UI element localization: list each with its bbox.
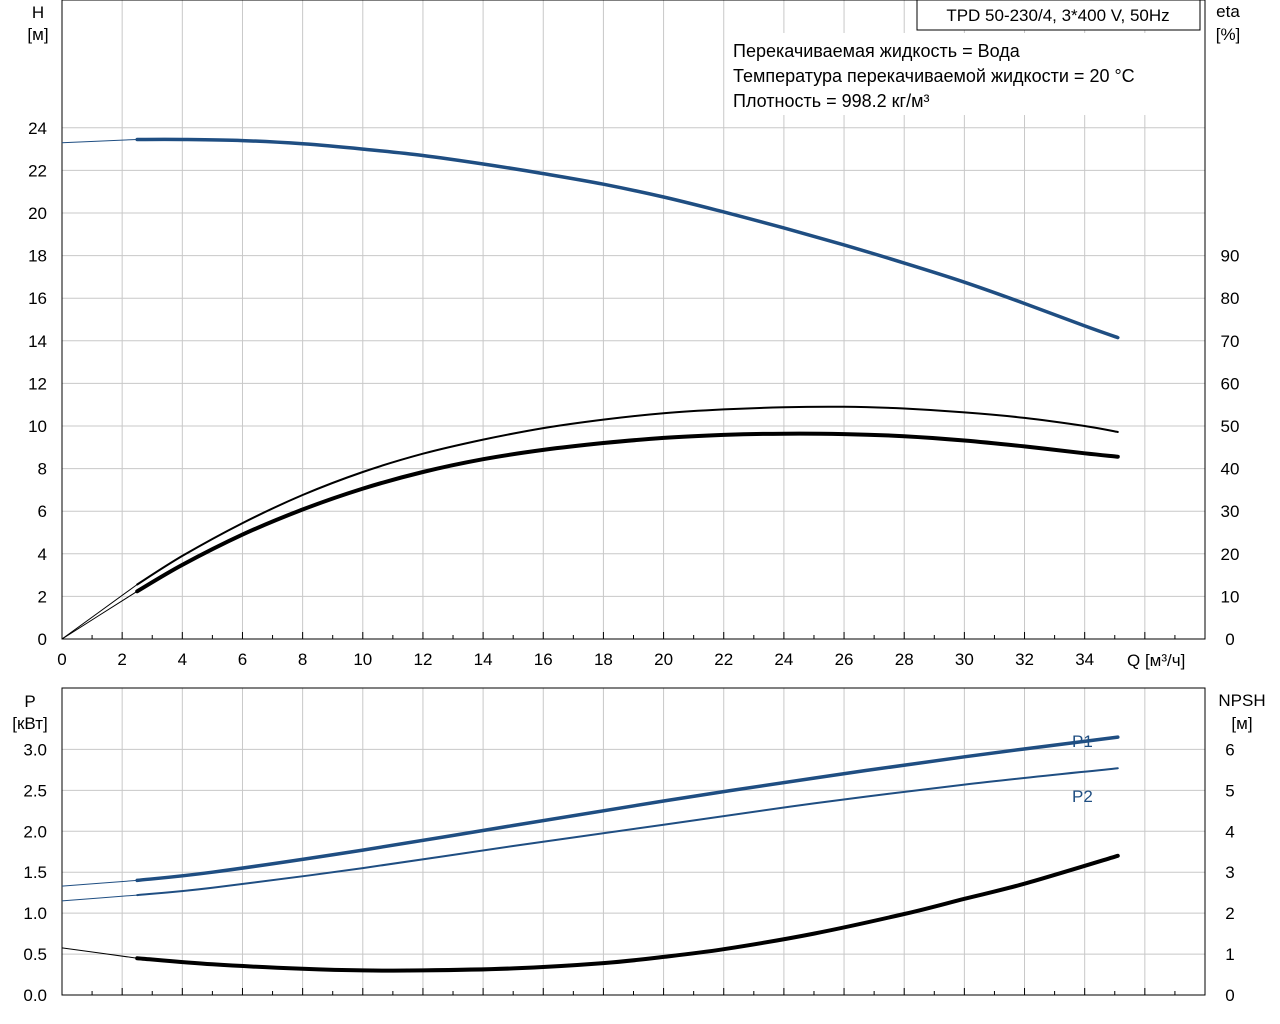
top-y2-tick-label: 70 — [1221, 332, 1240, 351]
top-series-0-curve-extension — [61, 139, 138, 144]
x-tick-label: 4 — [178, 650, 187, 669]
x-tick-label: 30 — [955, 650, 974, 669]
top-y-tick-label: 10 — [28, 417, 47, 436]
bottom-y2-tick-label: 2 — [1225, 904, 1234, 923]
top-y2-tick-label: 40 — [1221, 460, 1240, 479]
x-tick-label: 2 — [117, 650, 126, 669]
p2-curve — [136, 767, 1119, 897]
top-series-2-curve — [135, 431, 1120, 594]
x-tick-label: 28 — [895, 650, 914, 669]
bottom-y2-tick-label: 4 — [1225, 822, 1234, 841]
top-series-1-curve — [136, 405, 1119, 586]
x-tick-label: 20 — [654, 650, 673, 669]
top-y2-tick-label: 10 — [1221, 587, 1240, 606]
p1-curve — [135, 735, 1120, 883]
top-series-1-curve-extension — [61, 584, 138, 640]
x-tick-label: 32 — [1015, 650, 1034, 669]
top-chart-series — [61, 137, 1120, 640]
x-axis-label: Q [м³/ч] — [1127, 651, 1185, 670]
top-y-axis-label-symbol: H — [32, 3, 44, 22]
top-series-0-curve — [135, 137, 1120, 340]
top-y-tick-label: 0 — [38, 630, 47, 649]
p2-curve-extension — [61, 894, 138, 902]
bottom-y-tick-label: 3.0 — [23, 740, 47, 759]
bottom-y-axis-label-unit: [кВт] — [12, 714, 47, 733]
x-tick-label: 26 — [835, 650, 854, 669]
bottom-y-tick-label: 0.5 — [23, 945, 47, 964]
top-y2-tick-label: 0 — [1225, 630, 1234, 649]
x-tick-label: 6 — [238, 650, 247, 669]
bottom-y2-tick-label: 0 — [1225, 986, 1234, 1005]
top-series-2-curve-extension — [61, 590, 138, 640]
bottom-chart-frame — [61, 687, 1206, 996]
info-line-density: Плотность = 998.2 кг/м³ — [733, 91, 929, 111]
top-y-tick-label: 22 — [28, 161, 47, 180]
top-y-tick-label: 4 — [38, 545, 47, 564]
top-y-tick-label: 14 — [28, 332, 47, 351]
bottom-y2-axis-label-symbol: NPSH — [1218, 691, 1265, 710]
x-tick-label: 24 — [774, 650, 793, 669]
series-label-p2: P2 — [1072, 787, 1093, 806]
bottom-series-2-curve-extension — [61, 947, 138, 959]
bottom-y2-tick-label: 6 — [1225, 740, 1234, 759]
x-tick-label: 14 — [474, 650, 493, 669]
bottom-y-tick-label: 0.0 — [23, 986, 47, 1005]
bottom-series-2-curve — [135, 853, 1120, 973]
top-y2-tick-label: 20 — [1221, 545, 1240, 564]
model-box — [916, 0, 1201, 31]
bottom-y2-tick-label: 1 — [1225, 945, 1234, 964]
x-tick-label: 12 — [413, 650, 432, 669]
top-y-tick-label: 6 — [38, 502, 47, 521]
x-tick-label: 18 — [594, 650, 613, 669]
bottom-y-tick-label: 2.0 — [23, 822, 47, 841]
x-tick-label: 10 — [353, 650, 372, 669]
series-label-p1: P1 — [1072, 732, 1093, 751]
top-y-tick-label: 12 — [28, 374, 47, 393]
bottom-y2-tick-label: 5 — [1225, 781, 1234, 800]
top-y-tick-label: 2 — [38, 587, 47, 606]
bottom-y-tick-label: 1.0 — [23, 904, 47, 923]
tick-labels: 0246810121416182022240102030405060708090… — [23, 119, 1239, 1005]
top-y-tick-label: 20 — [28, 204, 47, 223]
top-y2-tick-label: 30 — [1221, 502, 1240, 521]
top-y-tick-label: 24 — [28, 119, 47, 138]
x-tick-label: 22 — [714, 650, 733, 669]
top-y-tick-label: 8 — [38, 460, 47, 479]
bottom-chart-grid — [61, 688, 1206, 995]
bottom-y-axis-label-symbol: P — [24, 692, 35, 711]
bottom-y-tick-label: 2.5 — [23, 781, 47, 800]
top-y2-tick-label: 60 — [1221, 374, 1240, 393]
info-line-fluid: Перекачиваемая жидкость = Вода — [733, 41, 1021, 61]
bottom-y-tick-label: 1.5 — [23, 863, 47, 882]
top-y2-axis-label-unit: [%] — [1216, 25, 1241, 44]
bottom-y2-tick-label: 3 — [1225, 863, 1234, 882]
top-y2-axis-label-symbol: eta — [1216, 2, 1240, 21]
x-tick-label: 0 — [57, 650, 66, 669]
x-tick-label: 8 — [298, 650, 307, 669]
top-y2-tick-label: 80 — [1221, 289, 1240, 308]
bottom-y2-axis-label-unit: [м] — [1231, 714, 1252, 733]
top-y-axis-label-unit: [м] — [27, 25, 48, 44]
top-chart-frame — [61, 0, 1206, 640]
info-box-background — [725, 33, 1202, 115]
x-tick-label: 16 — [534, 650, 553, 669]
top-y-tick-label: 16 — [28, 289, 47, 308]
info-line-temperature: Температура перекачиваемой жидкости = 20… — [733, 66, 1135, 86]
top-y2-tick-label: 90 — [1221, 247, 1240, 266]
model-label: TPD 50-230/4, 3*400 V, 50Hz — [946, 6, 1169, 25]
x-tick-label: 34 — [1075, 650, 1094, 669]
p1-curve-extension — [61, 879, 138, 887]
top-y2-tick-label: 50 — [1221, 417, 1240, 436]
top-y-tick-label: 18 — [28, 247, 47, 266]
bottom-chart-series — [61, 735, 1120, 973]
